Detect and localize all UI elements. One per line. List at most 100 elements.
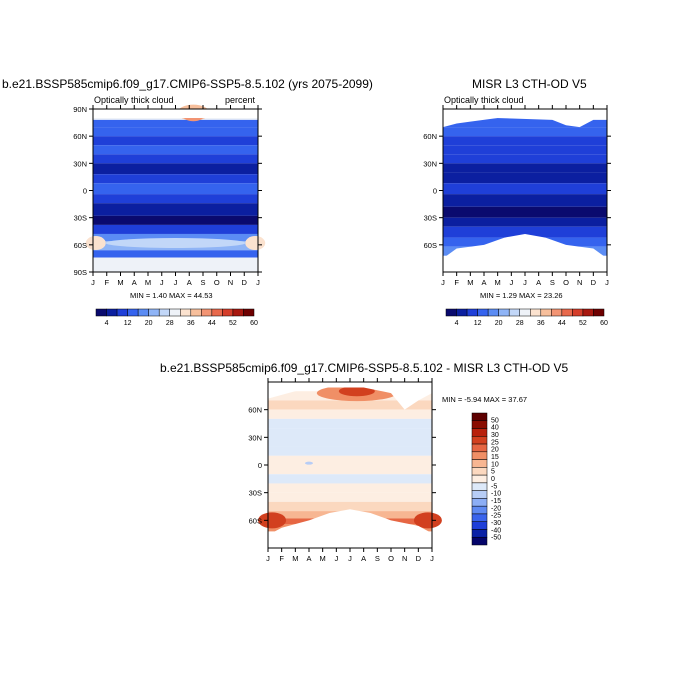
p2-band (443, 154, 607, 164)
cb1-cell (116, 308, 128, 317)
cb3-cell (471, 521, 488, 530)
cb3-cell (471, 513, 488, 522)
cb1-cell (106, 308, 118, 317)
cb2-tick-label: 36 (537, 320, 545, 327)
cb3-tick-label: -50 (491, 535, 501, 542)
p3-band (268, 501, 432, 512)
p2-mask-bottom (443, 233, 607, 272)
p2-band (443, 127, 607, 137)
p1-xtick-label: J (256, 278, 260, 287)
p2-mask-top (443, 109, 607, 128)
p1-xtick-label: D (242, 278, 248, 287)
p3-xtick-label: F (279, 554, 284, 563)
cb2-tick-label: 28 (516, 320, 524, 327)
p2-xtick-label: O (563, 278, 569, 287)
cb1-tick-label: 36 (187, 320, 195, 327)
p1-xtick-label: N (228, 278, 233, 287)
p3-xtick-label: N (402, 554, 407, 563)
p1-xtick-label: M (145, 278, 151, 287)
p1-band (93, 203, 258, 216)
p1-south-warm-west (85, 236, 106, 251)
panel2-title: MISR L3 CTH-OD V5 (472, 77, 587, 91)
panel1-minmax: MIN = 1.40 MAX = 44.53 (130, 291, 213, 300)
cb3-tick-label: 20 (491, 447, 499, 454)
cb2-tick-label: 12 (474, 320, 482, 327)
cb3-cell (471, 420, 488, 429)
cb2-cell (498, 308, 510, 317)
cb3-tick-label: 30 (491, 432, 499, 439)
panel1-left-label: Optically thick cloud (94, 95, 174, 105)
cb1-tick-label: 60 (250, 320, 258, 327)
p2-band (443, 206, 607, 218)
p2-xtick-label: J (523, 278, 527, 287)
p2-band (443, 183, 607, 195)
cb2-cell (572, 308, 584, 317)
cb3-cell (471, 436, 488, 445)
p3-ytick-label: 0 (258, 461, 262, 470)
p2-band (443, 136, 607, 146)
p1-south-light (105, 238, 246, 249)
p3-xtick-label: S (375, 554, 380, 563)
cb1-tick-label: 44 (208, 320, 216, 327)
p3-band (268, 428, 432, 447)
p1-ytick-label: 60N (73, 132, 87, 141)
cb3-tick-label: -15 (491, 498, 501, 505)
cb2-cell (477, 308, 489, 317)
cb3-cell (471, 482, 488, 491)
p1-band (93, 174, 258, 184)
cb1-tick-label: 20 (145, 320, 153, 327)
p2-xtick-label: S (550, 278, 555, 287)
cb2-cell (519, 308, 531, 317)
p1-ytick-label: 0 (83, 187, 87, 196)
p1-mask-top (93, 109, 258, 119)
cb3-cell (471, 474, 488, 484)
p3-xtick-label: J (266, 554, 270, 563)
cb3-cell (471, 536, 488, 546)
cb1-tick-label: 28 (166, 320, 174, 327)
cb3-tick-label: -25 (491, 513, 501, 520)
cb1-cell (180, 308, 192, 317)
p1-band (93, 250, 258, 258)
cb3-cell (471, 459, 488, 468)
p2-ytick-label: 0 (433, 187, 437, 196)
p3-band (268, 465, 432, 475)
p3-arctic-hot (338, 386, 375, 397)
cb2-cell (530, 308, 542, 317)
cb3-tick-label: -10 (491, 491, 501, 498)
cb3-tick-label: 15 (491, 454, 499, 461)
panel3-minmax: MIN = -5.94 MAX = 37.67 (442, 395, 528, 404)
p2-xtick-label: A (536, 278, 541, 287)
p1-band (93, 119, 258, 128)
p1-band (93, 215, 258, 225)
p3-xtick-label: J (348, 554, 352, 563)
p1-band (93, 127, 258, 137)
p3-xtick-label: D (416, 554, 422, 563)
cb2-cell (551, 308, 563, 317)
p3-band (268, 446, 432, 456)
p2-band (443, 172, 607, 184)
p3-ytick-label: 60N (248, 406, 262, 415)
p1-xtick-label: A (187, 278, 192, 287)
cb2-tick-label: 52 (579, 320, 587, 327)
cb2-tick-label: 44 (558, 320, 566, 327)
p1-xtick-label: F (104, 278, 109, 287)
cb1-cell (222, 308, 234, 317)
panel2-left-label: Optically thick cloud (444, 95, 524, 105)
panel1-title: b.e21.BSSP585cmip6.f09_g17.CMIP6-SSP5-8.… (2, 77, 373, 91)
panel2-colorbar: 4 12 20 28 36 44 52 60 (445, 308, 608, 327)
p3-band (268, 492, 432, 502)
p3-band (268, 483, 432, 493)
p2-ytick-label: 30S (424, 214, 437, 223)
cb2-tick-label: 20 (495, 320, 503, 327)
p1-xtick-label: J (174, 278, 178, 287)
p3-xtick-label: O (388, 554, 394, 563)
p2-ytick-label: 30N (423, 159, 437, 168)
p1-ytick-label: 90S (74, 268, 87, 277)
p3-band (268, 400, 432, 410)
p2-band (443, 226, 607, 238)
panel1-right-label: percent (225, 95, 256, 105)
p2-band (443, 194, 607, 207)
panel3-title: b.e21.BSSP585cmip6.f09_g17.CMIP6-SSP5-8.… (160, 361, 569, 375)
